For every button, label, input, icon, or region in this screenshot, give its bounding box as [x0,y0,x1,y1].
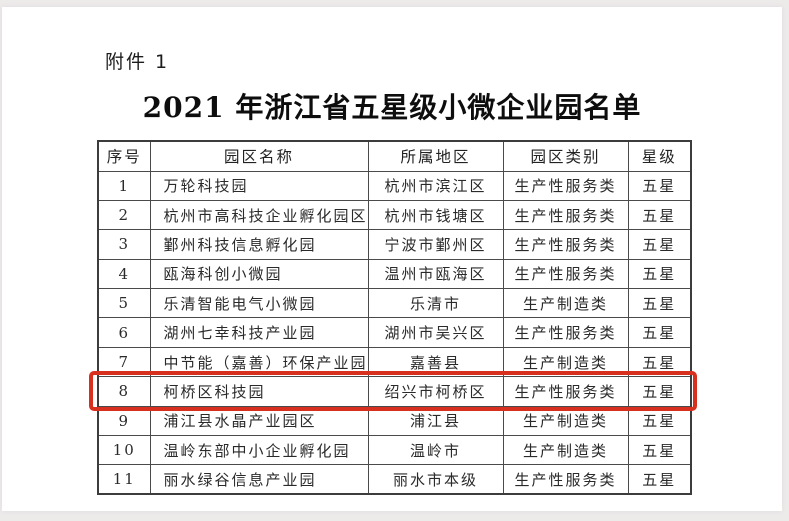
cell-region: 宁波市鄞州区 [367,229,504,260]
cell-category: 生产性服务类 [502,317,629,348]
cell-category: 生产制造类 [502,288,629,319]
cell-star: 五星 [627,405,692,437]
column-header-region: 所属地区 [367,140,504,172]
cell-star: 五星 [627,317,692,348]
parks-table: 序号 园区名称 所属地区 园区类别 星级 1 万轮科技园 杭州市滨江区 生产性服务类 五星 2 杭州… [97,140,692,496]
cell-category: 生产性服务类 [502,170,629,201]
cell-park-name: 杭州市高科技企业孵化园区 [149,199,369,231]
cell-region: 温岭市 [367,435,504,466]
cell-region: 浦江县 [367,405,504,437]
cell-star: 五星 [627,435,692,466]
cell-category: 生产性服务类 [502,258,629,290]
cell-index: 2 [97,199,151,231]
cell-region: 杭州市滨江区 [367,170,504,201]
cell-category: 生产制造类 [502,405,629,437]
cell-star: 五星 [627,346,692,378]
cell-index: 9 [97,405,151,437]
document-page: 附件 1 2021 年浙江省五星级小微企业园名单 序号 园区名称 所属地区 园区类别星… [2,7,782,511]
column-header-index: 序号 [97,140,151,172]
table-row: 7 中节能（嘉善）环保产业园 嘉善县 生产制造类 五星 [97,346,692,378]
cell-region: 绍兴市柯桥区 [367,376,504,407]
cell-park-name: 湖州七幸科技产业园 [149,317,369,348]
cell-park-name: 丽水绿谷信息产业园 [149,464,369,495]
cell-category: 生产性服务类 [502,229,629,260]
cell-star: 五星 [627,229,692,260]
cell-region: 丽水市本级 [367,464,504,495]
cell-category: 生产性服务类 [502,376,629,407]
cell-region: 嘉善县 [367,346,504,378]
table-row: 4 瓯海科创小微园 温州市瓯海区 生产性服务类 五星 [97,258,692,290]
table-row: 10 温岭东部中小企业孵化园 温岭市 生产制造类 五星 [97,435,692,466]
table-row: 11 丽水绿谷信息产业园 丽水市本级 生产性服务类 五星 [97,464,692,495]
cell-star: 五星 [627,199,692,231]
table-row: 8 柯桥区科技园 绍兴市柯桥区 生产性服务类 五星 [97,376,692,407]
cell-park-name: 乐清智能电气小微园 [149,288,369,319]
cell-star: 五星 [627,258,692,290]
cell-star: 五星 [627,464,692,495]
cell-index: 3 [97,229,151,260]
cell-region: 温州市瓯海区 [367,258,504,290]
cell-region: 杭州市钱塘区 [367,199,504,231]
cell-park-name: 温岭东部中小企业孵化园 [149,435,369,466]
cell-index: 1 [97,170,151,201]
cell-star: 五星 [627,170,692,201]
cell-category: 生产制造类 [502,346,629,378]
cell-park-name: 瓯海科创小微园 [149,258,369,290]
cell-category: 生产制造类 [502,435,629,466]
cell-park-name: 万轮科技园 [149,170,369,201]
cell-index: 10 [97,435,151,466]
cell-index: 6 [97,317,151,348]
cell-index: 11 [97,464,151,495]
cell-category: 生产性服务类 [502,199,629,231]
cell-index: 7 [97,346,151,378]
table-row: 5 乐清智能电气小微园 乐清市 生产制造类 五星 [97,288,692,319]
table-row: 3 鄞州科技信息孵化园 宁波市鄞州区 生产性服务类 五星 [97,229,692,260]
attachment-label: 附件 1 [105,51,170,73]
cell-park-name: 浦江县水晶产业园区 [149,405,369,437]
table-row: 2 杭州市高科技企业孵化园区 杭州市钱塘区 生产性服务类 五星 [97,199,692,231]
cell-index: 4 [97,258,151,290]
table-header-row: 序号 园区名称 所属地区 园区类别 星级 [97,140,692,172]
cell-star: 五星 [627,288,692,319]
column-header-star: 星级 [627,140,692,172]
table-row: 9 浦江县水晶产业园区 浦江县 生产制造类 五星 [97,405,692,437]
cell-park-name: 柯桥区科技园 [149,376,369,407]
cell-index: 5 [97,288,151,319]
table-row: 6 湖州七幸科技产业园 湖州市吴兴区 生产性服务类 五星 [97,317,692,348]
cell-region: 乐清市 [367,288,504,319]
cell-star: 五星 [627,376,692,407]
table-row: 1 万轮科技园 杭州市滨江区 生产性服务类 五星 [97,170,692,201]
cell-category: 生产性服务类 [502,464,629,495]
cell-park-name: 鄞州科技信息孵化园 [149,229,369,260]
cell-region: 湖州市吴兴区 [367,317,504,348]
column-header-park-name: 园区名称 [149,140,369,172]
cell-park-name: 中节能（嘉善）环保产业园 [149,346,369,378]
cell-index: 8 [97,376,151,407]
page-title: 2021 年浙江省五星级小微企业园名单 [142,91,642,124]
column-header-category: 园区类别 [502,140,629,172]
